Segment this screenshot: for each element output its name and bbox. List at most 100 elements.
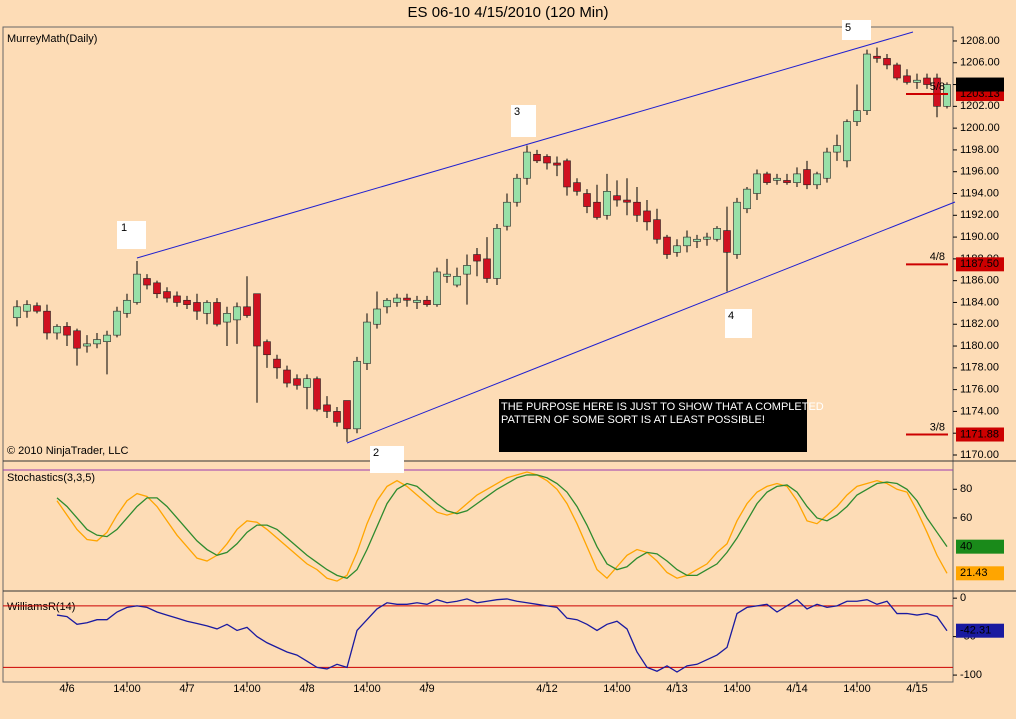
candle-body — [833, 145, 841, 153]
y-tick-label: 1190.00 — [960, 231, 999, 243]
candle-body — [753, 173, 761, 194]
candle-body — [53, 326, 61, 334]
candle-body — [363, 321, 371, 364]
plot-frame — [2, 26, 954, 683]
x-tick-label: 14:00 — [843, 683, 871, 695]
candle-body — [473, 254, 481, 262]
candle-body — [113, 310, 121, 336]
candle-body — [263, 341, 271, 356]
annotation-box — [499, 399, 807, 452]
annotation-text: THE PURPOSE HERE IS JUST TO SHOW THAT A … — [501, 401, 824, 413]
candle-body — [633, 201, 641, 216]
candle-body — [523, 151, 531, 179]
candle-body — [573, 182, 581, 192]
candle-body — [933, 77, 941, 107]
x-tick-label: 4/14 — [786, 683, 807, 695]
candle-body — [913, 79, 921, 83]
candle-body — [683, 236, 691, 247]
candle-body — [163, 291, 171, 299]
candle-body — [143, 278, 151, 286]
panel-title: WilliamsR(14) — [7, 601, 75, 613]
candle-body — [93, 339, 101, 345]
candle-body — [253, 293, 261, 347]
y-tick-label: 80 — [960, 483, 972, 495]
candle-body — [433, 271, 441, 305]
candle-body — [613, 195, 621, 201]
candle-body — [133, 273, 141, 303]
last-value-tag-box — [956, 539, 1004, 554]
candle-body — [923, 77, 931, 85]
wave-box — [511, 105, 536, 137]
candle-body — [603, 191, 611, 216]
candle-body — [813, 173, 821, 186]
candle-body — [643, 210, 651, 223]
candle-body — [823, 151, 831, 179]
murrey-level-tag-box — [956, 427, 1004, 442]
x-tick-label: 4/12 — [536, 683, 557, 695]
last-price-tag: 1204.00 — [960, 78, 1000, 90]
x-tick-label: 4/6 — [59, 683, 74, 695]
candle-body — [743, 188, 751, 210]
x-tick-label: 14:00 — [723, 683, 751, 695]
candle-body — [543, 156, 551, 164]
y-tick-label: 1182.00 — [960, 318, 999, 330]
last-value-tag: 21.43 — [960, 567, 988, 579]
wave-label: 3 — [514, 106, 520, 118]
y-tick-label: 1170.00 — [960, 449, 999, 461]
lower-trendline — [346, 201, 956, 444]
candle-body — [13, 306, 21, 319]
wave-label: 5 — [845, 22, 851, 34]
candle-body — [63, 326, 71, 336]
y-tick-label: 1198.00 — [960, 144, 999, 156]
candle-body — [783, 180, 791, 183]
series-line — [56, 474, 948, 579]
murrey-level-name: 3/8 — [930, 421, 945, 433]
candle-body — [103, 334, 111, 342]
panel-title: Stochastics(3,3,5) — [7, 472, 95, 484]
candle-body — [293, 378, 301, 386]
candle-body — [853, 110, 861, 122]
wave-box — [842, 20, 871, 40]
candle-body — [383, 299, 391, 308]
candle-body — [213, 302, 221, 325]
candle-body — [183, 299, 191, 305]
candle-body — [393, 297, 401, 303]
x-tick-label: 4/13 — [666, 683, 687, 695]
candle-body — [553, 162, 561, 166]
series-line — [56, 598, 948, 673]
y-tick-label: 1176.00 — [960, 384, 999, 396]
candle-body — [483, 258, 491, 279]
candle-body — [713, 228, 721, 240]
y-tick-label: 1186.00 — [960, 275, 999, 287]
candle-body — [903, 75, 911, 83]
wave-box — [370, 446, 404, 473]
y-tick-label: 1180.00 — [960, 340, 999, 352]
candle-body — [653, 219, 661, 240]
chart-title: ES 06-10 4/15/2010 (120 Min) — [408, 4, 609, 21]
candle-body — [773, 177, 781, 181]
candle-body — [303, 378, 311, 388]
candle-body — [203, 302, 211, 314]
murrey-level-name: 4/8 — [930, 251, 945, 263]
candle-body — [943, 84, 951, 107]
y-tick-label: 1184.00 — [960, 296, 999, 308]
candle-body — [273, 358, 281, 369]
candle-body — [673, 245, 681, 253]
candle-body — [123, 299, 131, 314]
candle-body — [563, 160, 571, 188]
x-tick-label: 4/15 — [906, 683, 927, 695]
annotation-text: PATTERN OF SOME SORT IS AT LEAST POSSIBL… — [501, 414, 765, 426]
candle-body — [623, 199, 631, 203]
y-tick-label: 0 — [960, 592, 966, 604]
candle-body — [663, 236, 671, 255]
candle-body — [593, 201, 601, 218]
candle-body — [343, 400, 351, 430]
candle-body — [73, 330, 81, 349]
candle-body — [803, 169, 811, 186]
candle-body — [863, 53, 871, 111]
candle-body — [173, 295, 181, 303]
candle-body — [873, 55, 881, 59]
candle-body — [463, 265, 471, 275]
candle-body — [703, 236, 711, 240]
